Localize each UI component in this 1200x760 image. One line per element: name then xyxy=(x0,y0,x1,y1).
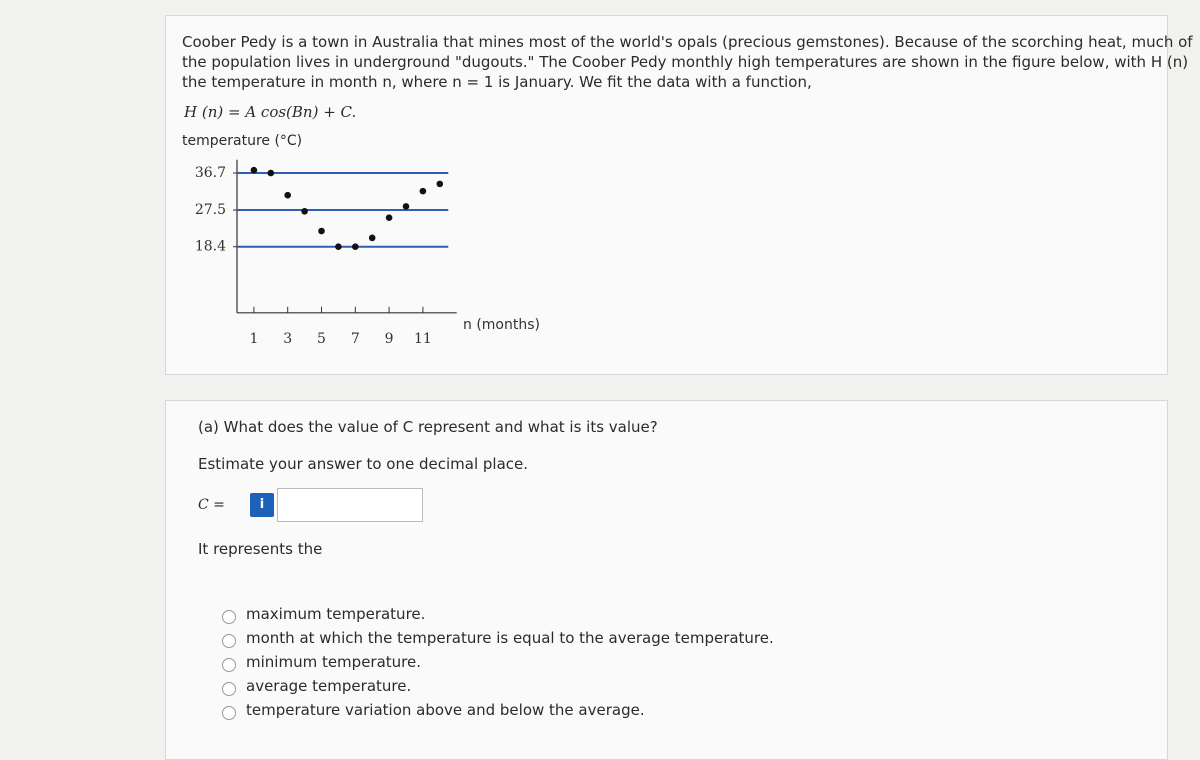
x-tick-label: 11 xyxy=(414,331,432,347)
y-tick-label: 27.5 xyxy=(195,202,226,218)
option-label[interactable]: month at which the temperature is equal … xyxy=(246,629,774,647)
question-prompt: (a) What does the value of C represent a… xyxy=(198,418,658,436)
data-point xyxy=(368,234,376,242)
data-point xyxy=(352,243,359,251)
x-axis-label: n (months) xyxy=(463,317,540,333)
y-axis-label: temperature (°C) xyxy=(182,133,303,149)
data-point xyxy=(250,166,258,174)
radio-button[interactable] xyxy=(222,658,236,672)
radio-button[interactable] xyxy=(222,610,236,624)
x-tick-label: 1 xyxy=(249,331,258,347)
radio-button[interactable] xyxy=(222,706,236,720)
option-label[interactable]: temperature variation above and below th… xyxy=(246,701,645,719)
x-tick-label: 9 xyxy=(385,331,394,347)
formula: H (n) = A cos(Bn) + C. xyxy=(184,103,357,121)
data-point xyxy=(385,214,393,222)
data-point xyxy=(318,227,325,235)
option-label[interactable]: maximum temperature. xyxy=(246,605,426,623)
answer-input[interactable] xyxy=(277,488,423,522)
data-point xyxy=(402,203,410,210)
represents-text: It represents the xyxy=(198,540,323,558)
data-point xyxy=(419,187,427,195)
x-tick-label: 7 xyxy=(351,331,360,347)
intro-line: the population lives in underground "dug… xyxy=(182,53,1189,71)
data-point xyxy=(284,191,291,199)
data-point xyxy=(436,180,444,188)
figure: 36.7 27.5 18.4 1 3 5 7 9 11 n (months) xyxy=(195,159,540,347)
data-point xyxy=(335,243,342,251)
x-tick-label: 5 xyxy=(317,331,326,347)
option-label[interactable]: minimum temperature. xyxy=(246,653,422,671)
data-point xyxy=(267,169,275,177)
y-tick-label: 36.7 xyxy=(195,165,226,181)
radio-button[interactable] xyxy=(222,634,236,648)
info-icon[interactable]: i xyxy=(250,493,274,517)
radio-button[interactable] xyxy=(222,682,236,696)
data-point xyxy=(301,207,308,215)
option-label[interactable]: average temperature. xyxy=(246,677,412,695)
question-panel xyxy=(165,400,1168,760)
x-tick-label: 3 xyxy=(283,331,292,347)
y-tick-label: 18.4 xyxy=(195,239,226,255)
intro-line: the temperature in month n, where n = 1 … xyxy=(182,73,812,91)
intro-line: Coober Pedy is a town in Australia that … xyxy=(182,33,1193,51)
input-label: C = xyxy=(198,497,225,513)
instruction: Estimate your answer to one decimal plac… xyxy=(198,455,528,473)
problem-panel xyxy=(165,15,1168,375)
